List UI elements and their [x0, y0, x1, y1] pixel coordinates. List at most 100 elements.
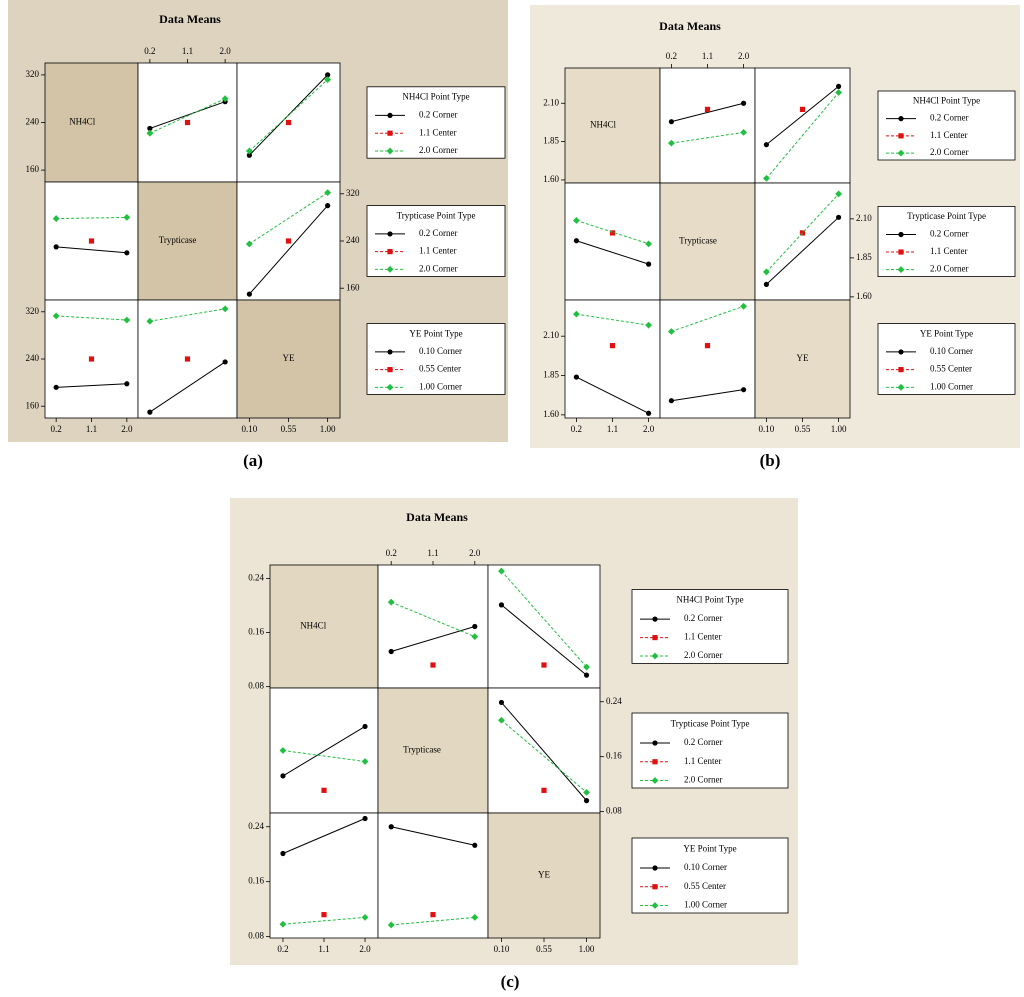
y-tick-label: 0.24 — [248, 573, 264, 583]
legend-entry: 0.10 Corner — [930, 346, 973, 356]
point — [668, 139, 675, 147]
x-tick-label: 2.0 — [738, 51, 750, 61]
legend-entry: 0.10 Corner — [419, 346, 462, 356]
point — [897, 383, 905, 391]
point — [52, 312, 60, 320]
legend-title: YE Point Type — [920, 328, 973, 338]
legend-entry: 1.00 Corner — [930, 381, 973, 391]
factor-name: YE — [283, 353, 295, 363]
cell — [487, 564, 601, 689]
y-tick-label: 320 — [26, 69, 40, 79]
y-tick-label: 240 — [26, 117, 40, 127]
legend-box — [631, 712, 789, 789]
point — [741, 387, 747, 393]
legend-entry: 0.2 Corner — [419, 109, 458, 119]
point — [361, 913, 369, 921]
point — [541, 662, 547, 668]
point — [184, 119, 191, 126]
point — [898, 133, 904, 139]
factor-name: Trypticase — [159, 235, 197, 245]
y-tick-label: 2.10 — [543, 330, 559, 340]
point — [645, 240, 652, 248]
legend-entry: 1.1 Center — [930, 246, 968, 256]
legend-entry: 0.10 Corner — [684, 862, 727, 872]
legend-entry: 2.0 Corner — [419, 263, 458, 273]
y-tick-label: 240 — [26, 353, 40, 363]
point — [583, 672, 590, 678]
point — [388, 648, 394, 655]
legend-entry: 1.1 Center — [419, 246, 457, 256]
series-line — [501, 719, 587, 793]
series-line — [501, 604, 587, 676]
legend-entry: 0.55 Center — [684, 881, 726, 891]
point — [222, 359, 228, 365]
x-tick-label: 0.55 — [281, 424, 297, 434]
point — [799, 230, 806, 236]
point — [123, 316, 131, 324]
point — [123, 214, 131, 221]
panel-label: (c) — [501, 972, 520, 991]
x-tick-label: 0.2 — [51, 424, 62, 434]
point — [898, 231, 904, 238]
point — [386, 147, 394, 155]
point — [668, 328, 675, 335]
point — [704, 343, 711, 349]
point — [279, 920, 287, 928]
point — [897, 149, 905, 157]
point — [609, 343, 616, 349]
legend-entry: 2.0 Corner — [684, 775, 723, 785]
point — [652, 740, 658, 746]
legend-box — [631, 837, 789, 914]
point — [471, 633, 479, 641]
legend-entry: 2.0 Corner — [419, 145, 458, 155]
y-tick-label: 320 — [26, 306, 40, 316]
series-line — [149, 361, 226, 413]
x-tick-label: 2.0 — [643, 424, 655, 434]
diagonal-cell — [269, 564, 379, 689]
series-line — [501, 702, 587, 801]
y-tick-label: 320 — [346, 188, 360, 198]
point — [836, 83, 842, 89]
series-line — [766, 86, 839, 146]
legend-box — [366, 323, 506, 395]
point — [651, 652, 659, 660]
point — [573, 238, 580, 244]
point — [387, 249, 393, 255]
x-tick-label: 0.10 — [494, 944, 510, 954]
legend-entry: 2.0 Corner — [684, 650, 723, 660]
factor-name: NH4Cl — [69, 117, 96, 127]
panel-label: (a) — [243, 451, 263, 470]
x-tick-label: 1.00 — [579, 944, 595, 954]
x-tick-label: 0.2 — [144, 46, 155, 56]
point — [386, 383, 394, 391]
series-line — [149, 308, 226, 322]
x-tick-label: 0.55 — [795, 424, 811, 434]
series-line — [501, 570, 587, 668]
legend-entry: 1.00 Corner — [419, 381, 462, 391]
diagonal-cell — [754, 299, 851, 419]
point — [652, 865, 658, 871]
legend-entry: 1.1 Center — [419, 127, 457, 137]
point — [387, 598, 395, 606]
y-tick-label: 0.08 — [606, 806, 622, 816]
point — [763, 175, 770, 182]
series-line — [576, 240, 649, 265]
y-tick-label: 0.16 — [606, 751, 622, 761]
diagonal-cell — [236, 299, 341, 419]
y-tick-label: 160 — [26, 400, 40, 410]
x-tick-label: 1.00 — [320, 424, 336, 434]
point — [541, 787, 547, 793]
point — [245, 240, 253, 248]
point — [799, 106, 806, 112]
series-line — [766, 92, 839, 179]
legend-title: Trypticase Point Type — [397, 210, 476, 220]
series-line — [282, 750, 366, 762]
point — [362, 815, 368, 822]
point — [124, 250, 130, 256]
series-line — [576, 219, 649, 245]
legend-title: Trypticase Point Type — [907, 211, 986, 221]
x-tick-label: 1.1 — [702, 51, 713, 61]
series-line — [282, 916, 366, 925]
y-tick-label: 1.60 — [543, 174, 559, 184]
